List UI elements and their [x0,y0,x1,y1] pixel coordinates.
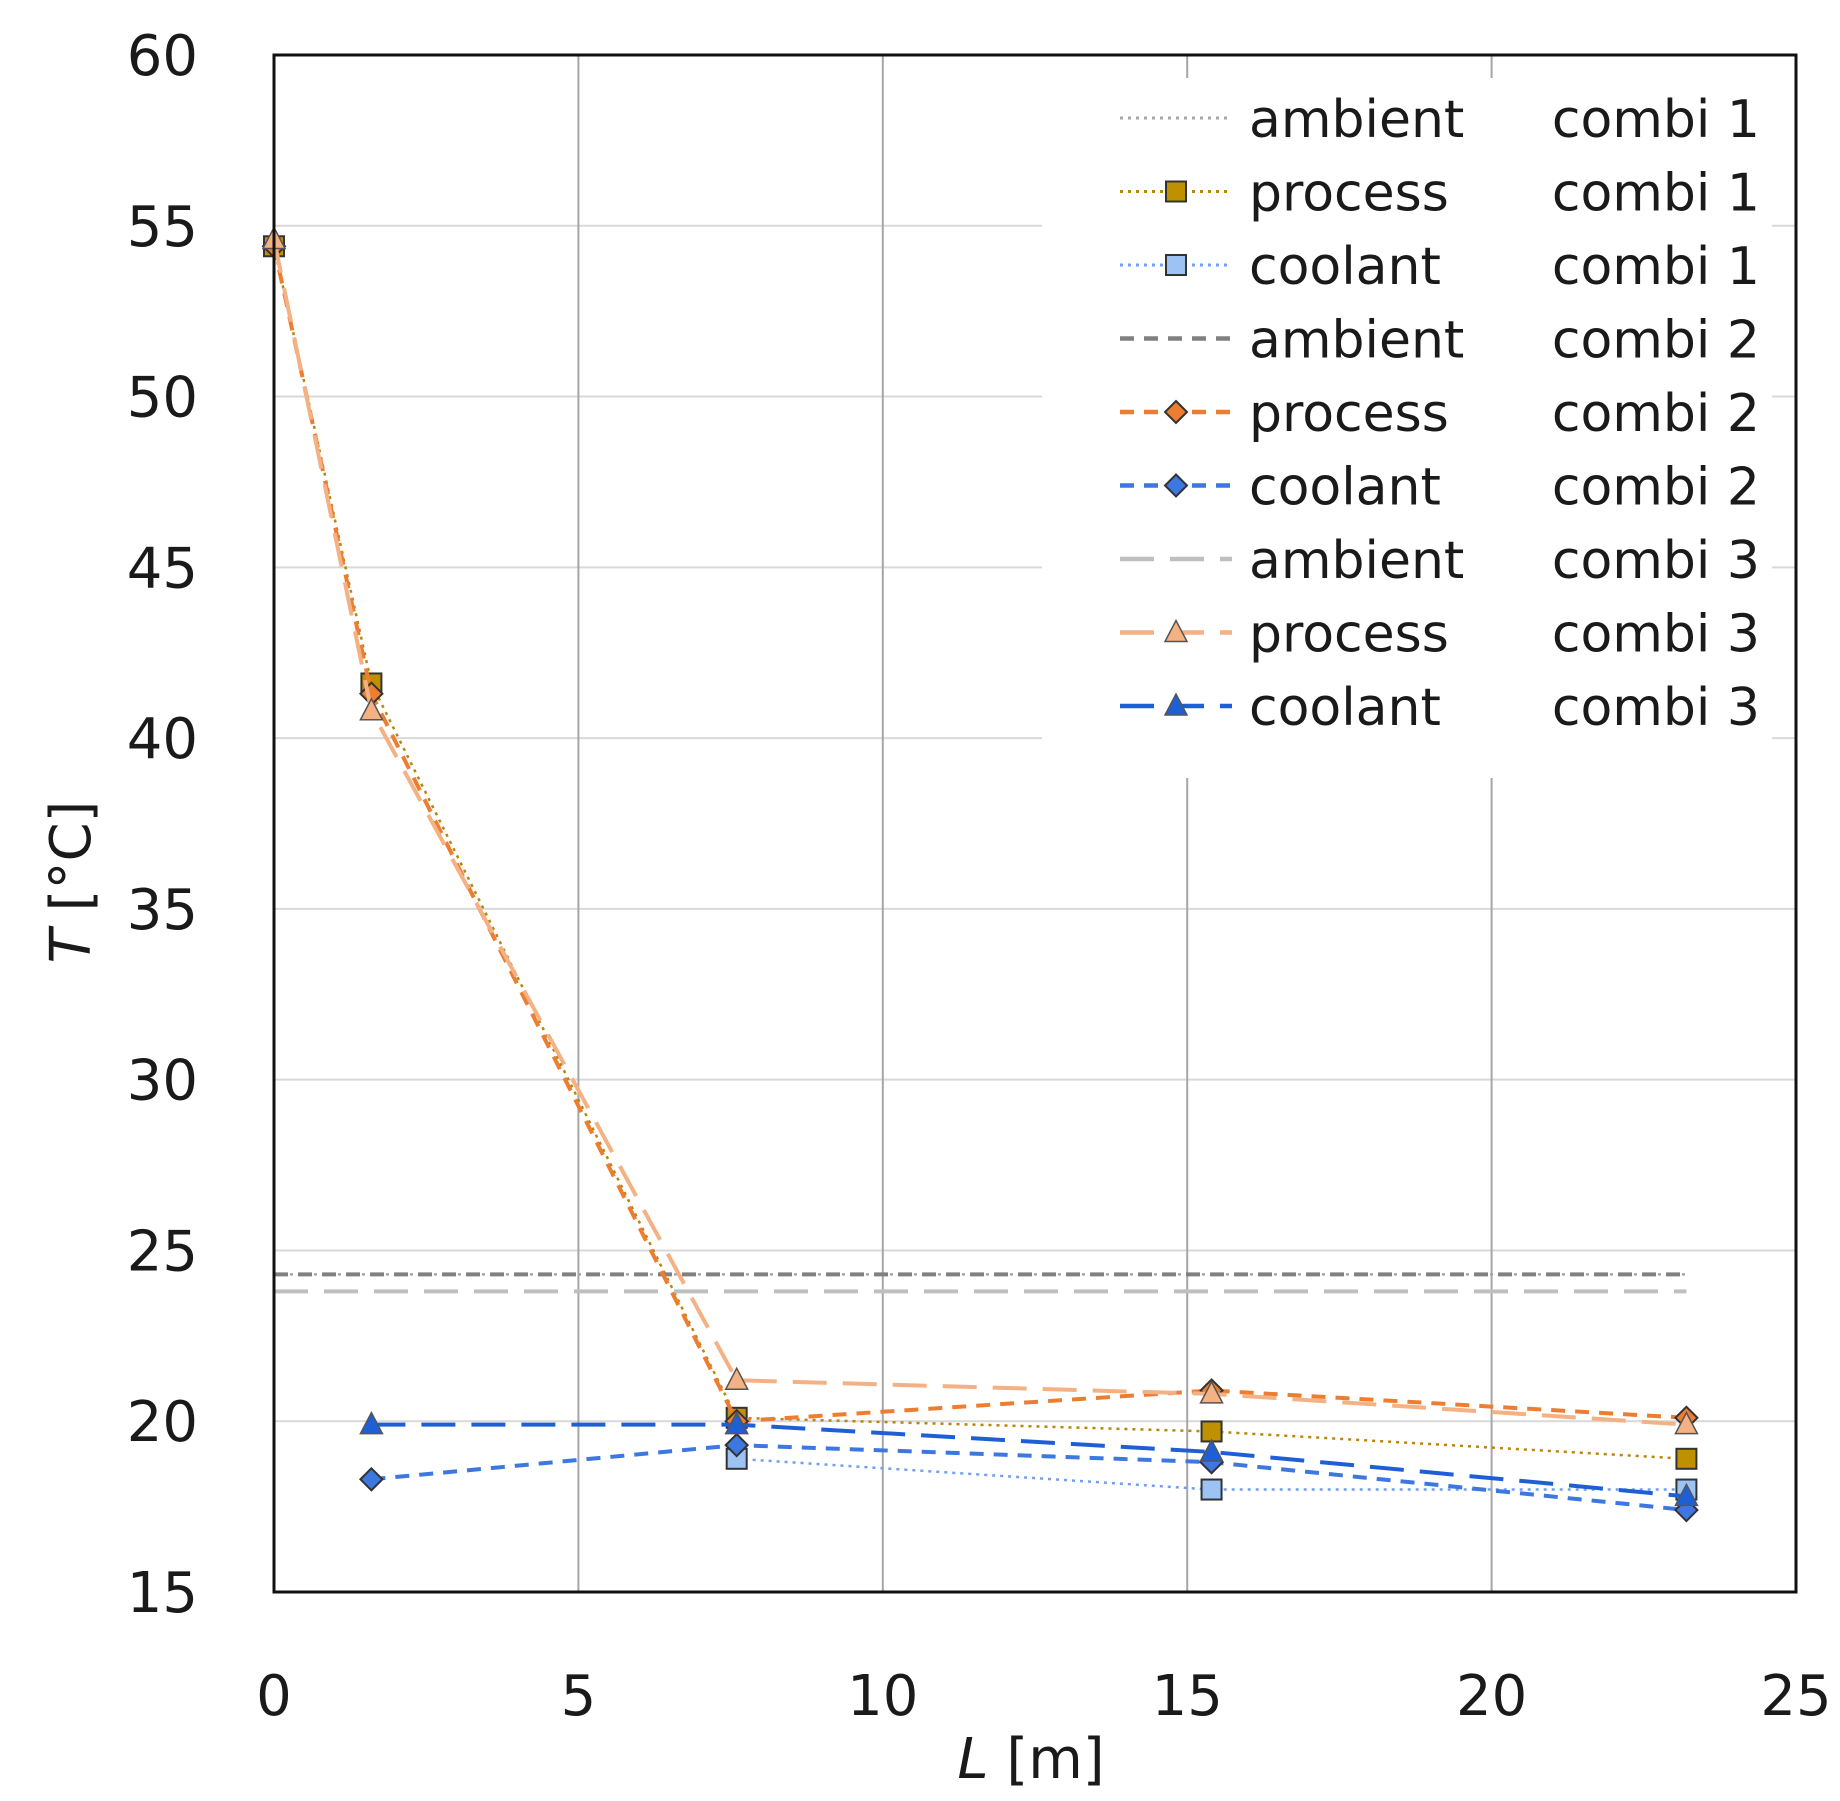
series-layer [261,225,1699,1523]
data-point-coolant-combi-2 [358,1466,384,1492]
y-tick-label: 25 [127,1219,198,1284]
legend-group: combi 3 [1552,531,1760,591]
x-axis-label: L [m] [957,1727,1104,1792]
legend-item-ambient-combi-3: ambient combi 3 [1120,531,1760,591]
series-line-coolant-combi-3 [371,1422,1687,1499]
x-tick-label: 25 [1760,1664,1831,1729]
legend-swatch-marker [1163,692,1189,716]
data-point-process-combi-3 [359,697,384,721]
data-point-coolant-combi-1 [1200,1478,1223,1501]
legend-label: process [1249,164,1449,224]
legend-group: combi 1 [1552,237,1760,297]
legend-swatch-marker [1165,254,1187,276]
legend-item-coolant-combi-1: coolant combi 1 [1120,237,1760,297]
legend-group: combi 3 [1552,605,1760,665]
legend-group: combi 2 [1552,384,1760,444]
y-tick-label: 20 [127,1390,198,1455]
series-line-coolant-combi-1 [736,1457,1687,1491]
data-point-process-combi-3 [1199,1380,1224,1404]
data-point-process-combi-1 [1675,1447,1698,1470]
data-point-coolant-combi-3 [724,1411,749,1435]
legend-item-coolant-combi-3: coolant combi 3 [1120,678,1760,738]
legend-group: combi 2 [1552,311,1760,371]
legend-group: combi 3 [1552,678,1760,738]
data-point-coolant-combi-3 [1674,1482,1699,1507]
x-tick-label: 0 [256,1664,292,1729]
data-point-coolant-combi-3 [359,1411,384,1435]
legend-background [1042,78,1772,778]
legend-item-coolant-combi-2: coolant combi 2 [1120,458,1760,518]
x-axis-label-unit: [m] [989,1727,1105,1792]
y-tick-label: 50 [127,366,198,431]
y-tick-label: 55 [127,195,198,260]
legend-label: coolant [1249,237,1441,297]
legend-label: ambient [1249,90,1464,150]
legend-item-process-combi-2: process combi 2 [1120,384,1760,444]
data-point-coolant-combi-2 [724,1432,750,1458]
legend-group: combi 1 [1552,90,1760,150]
y-tick-label: 30 [127,1049,198,1114]
y-tick-label: 60 [127,24,198,89]
series-line-process-combi-3 [272,239,1687,1427]
legend-label: process [1249,605,1449,665]
y-axis-label: T [°C] [39,801,104,964]
series-line-coolant-combi-2 [371,1443,1687,1513]
legend-group: combi 1 [1552,164,1760,224]
x-tick-label: 5 [561,1664,597,1729]
y-tick-label: 35 [127,878,198,943]
series-line-process-combi-2 [272,245,1687,1424]
y-tick-label: 15 [127,1561,198,1626]
legend-label: process [1249,384,1449,444]
legend-label: ambient [1249,531,1464,591]
legend-swatch-marker [1163,473,1189,498]
x-axis-label-var: L [957,1727,988,1792]
x-tick-label: 15 [1152,1664,1223,1729]
data-point-coolant-combi-3 [1199,1438,1224,1462]
legend-label: ambient [1249,311,1464,371]
legend-item-process-combi-1: process combi 1 [1120,164,1760,224]
legend-swatch-marker [1165,180,1187,203]
x-tick-label: 20 [1456,1664,1527,1729]
legend-item-process-combi-3: process combi 3 [1120,605,1760,665]
data-point-process-combi-3 [1674,1411,1699,1435]
legend-item-ambient-combi-2: ambient combi 2 [1120,311,1760,371]
series-coolant-combi-3 [359,1411,1699,1507]
series-process-combi-3 [261,225,1699,1435]
y-tick-label: 45 [127,536,198,601]
plot-frame [272,53,1798,1594]
y-axis-label-var: T [39,925,104,963]
legend-label: coolant [1249,458,1441,518]
legend-group: combi 2 [1552,458,1760,518]
legend-label: coolant [1249,678,1441,738]
x-axis-ticks: 0 5 10 15 20 25 [256,1664,1831,1729]
data-point-process-combi-3 [724,1366,749,1390]
legend: ambient combi 1 process combi 1 coolant combi… [1042,78,1772,778]
grid [274,55,1796,1592]
y-tick-label: 40 [127,707,198,772]
legend-swatch-marker [1163,618,1189,643]
legend-item-ambient-combi-1: ambient combi 1 [1120,90,1760,150]
y-axis-ticks: 15 20 25 30 35 40 45 50 55 60 [127,24,198,1626]
legend-swatch-marker [1163,399,1189,425]
y-axis-label-unit: [°C] [39,801,104,930]
x-tick-label: 10 [847,1664,918,1729]
